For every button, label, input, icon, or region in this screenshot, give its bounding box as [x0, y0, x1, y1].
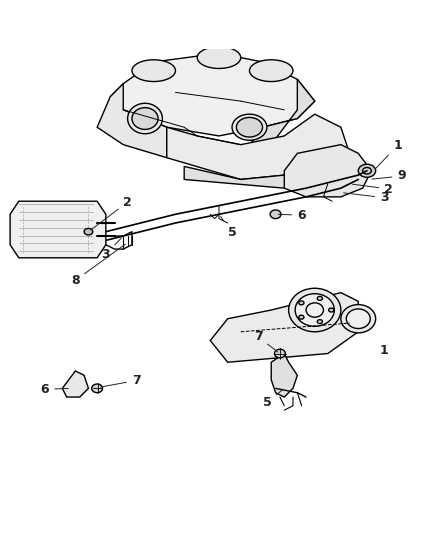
Ellipse shape: [341, 304, 376, 333]
Text: 2: 2: [91, 196, 132, 230]
Text: 8: 8: [71, 244, 125, 287]
Polygon shape: [62, 371, 88, 397]
Text: 2: 2: [352, 182, 393, 196]
Text: 7: 7: [101, 374, 141, 387]
Ellipse shape: [299, 315, 304, 319]
Ellipse shape: [84, 229, 93, 235]
Polygon shape: [184, 154, 350, 188]
Ellipse shape: [328, 308, 334, 312]
Ellipse shape: [289, 288, 341, 332]
Text: 6: 6: [279, 208, 306, 222]
Ellipse shape: [92, 384, 102, 393]
Text: 3: 3: [344, 191, 389, 204]
Text: 1: 1: [375, 139, 402, 169]
Text: 1: 1: [380, 344, 389, 357]
Text: 6: 6: [41, 383, 68, 395]
Ellipse shape: [237, 117, 262, 137]
Ellipse shape: [358, 164, 376, 177]
Ellipse shape: [317, 296, 322, 301]
Text: 3: 3: [102, 238, 121, 261]
Ellipse shape: [197, 47, 241, 68]
Polygon shape: [97, 84, 167, 158]
Polygon shape: [241, 79, 315, 158]
Text: 5: 5: [221, 216, 237, 239]
Ellipse shape: [132, 60, 176, 82]
Ellipse shape: [270, 210, 281, 219]
Polygon shape: [271, 353, 297, 397]
Polygon shape: [167, 114, 350, 180]
Ellipse shape: [250, 60, 293, 82]
Polygon shape: [284, 144, 371, 197]
Ellipse shape: [317, 320, 322, 324]
Text: 7: 7: [254, 330, 278, 352]
Ellipse shape: [127, 103, 162, 134]
Polygon shape: [210, 293, 358, 362]
Ellipse shape: [299, 301, 304, 305]
Ellipse shape: [295, 294, 334, 326]
Ellipse shape: [275, 349, 286, 358]
Polygon shape: [10, 201, 106, 258]
Polygon shape: [110, 53, 315, 136]
Text: 5: 5: [262, 390, 282, 409]
Ellipse shape: [132, 108, 158, 130]
Ellipse shape: [346, 309, 370, 328]
Text: 9: 9: [372, 169, 406, 182]
Ellipse shape: [232, 114, 267, 140]
